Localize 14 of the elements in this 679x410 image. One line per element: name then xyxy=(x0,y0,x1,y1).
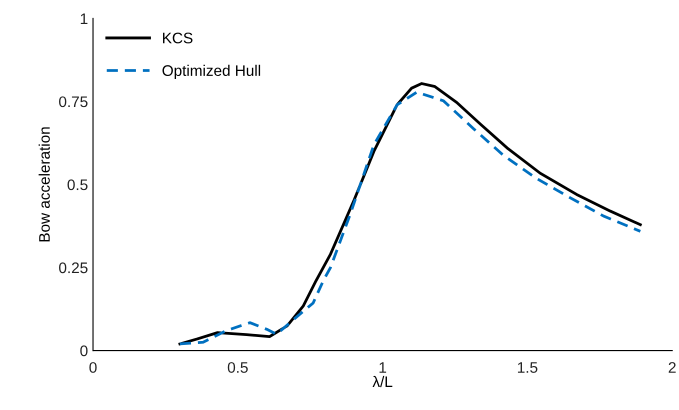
x-tick-label: 2 xyxy=(668,362,676,373)
x-tick-label: 0 xyxy=(89,362,97,373)
y-tick-label: 0.25 xyxy=(59,262,88,274)
x-tick-label: 0.5 xyxy=(228,362,248,373)
y-tick-label: 0.5 xyxy=(68,179,88,190)
legend-label: Optimized Hull xyxy=(162,64,260,80)
legend-label: KCS xyxy=(163,32,192,44)
y-tick-label: 1 xyxy=(80,13,88,24)
x-axis-title: λ/L xyxy=(372,376,392,388)
x-tick-label: 1.5 xyxy=(518,362,538,373)
y-tick-label: 0 xyxy=(80,345,88,356)
x-tick-label: 1 xyxy=(380,362,386,373)
y-axis-title: Bow acceleration xyxy=(38,127,50,242)
y-tick-label: 0.75 xyxy=(59,96,88,108)
